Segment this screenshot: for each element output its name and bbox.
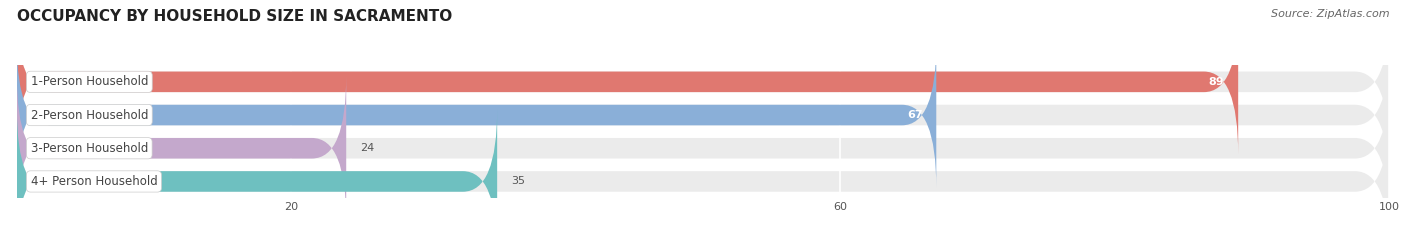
Text: 35: 35 — [510, 176, 524, 186]
FancyBboxPatch shape — [17, 109, 1389, 233]
FancyBboxPatch shape — [17, 9, 1239, 154]
FancyBboxPatch shape — [17, 75, 346, 221]
Text: 3-Person Household: 3-Person Household — [31, 142, 148, 155]
Text: 4+ Person Household: 4+ Person Household — [31, 175, 157, 188]
FancyBboxPatch shape — [17, 109, 498, 233]
FancyBboxPatch shape — [17, 9, 1389, 154]
Text: Source: ZipAtlas.com: Source: ZipAtlas.com — [1271, 9, 1389, 19]
FancyBboxPatch shape — [17, 42, 1389, 188]
Text: OCCUPANCY BY HOUSEHOLD SIZE IN SACRAMENTO: OCCUPANCY BY HOUSEHOLD SIZE IN SACRAMENT… — [17, 9, 453, 24]
Text: 67: 67 — [907, 110, 922, 120]
Text: 2-Person Household: 2-Person Household — [31, 109, 148, 122]
FancyBboxPatch shape — [17, 75, 1389, 221]
Text: 1-Person Household: 1-Person Household — [31, 75, 148, 88]
FancyBboxPatch shape — [17, 42, 936, 188]
Text: 89: 89 — [1209, 77, 1225, 87]
Text: 24: 24 — [360, 143, 374, 153]
